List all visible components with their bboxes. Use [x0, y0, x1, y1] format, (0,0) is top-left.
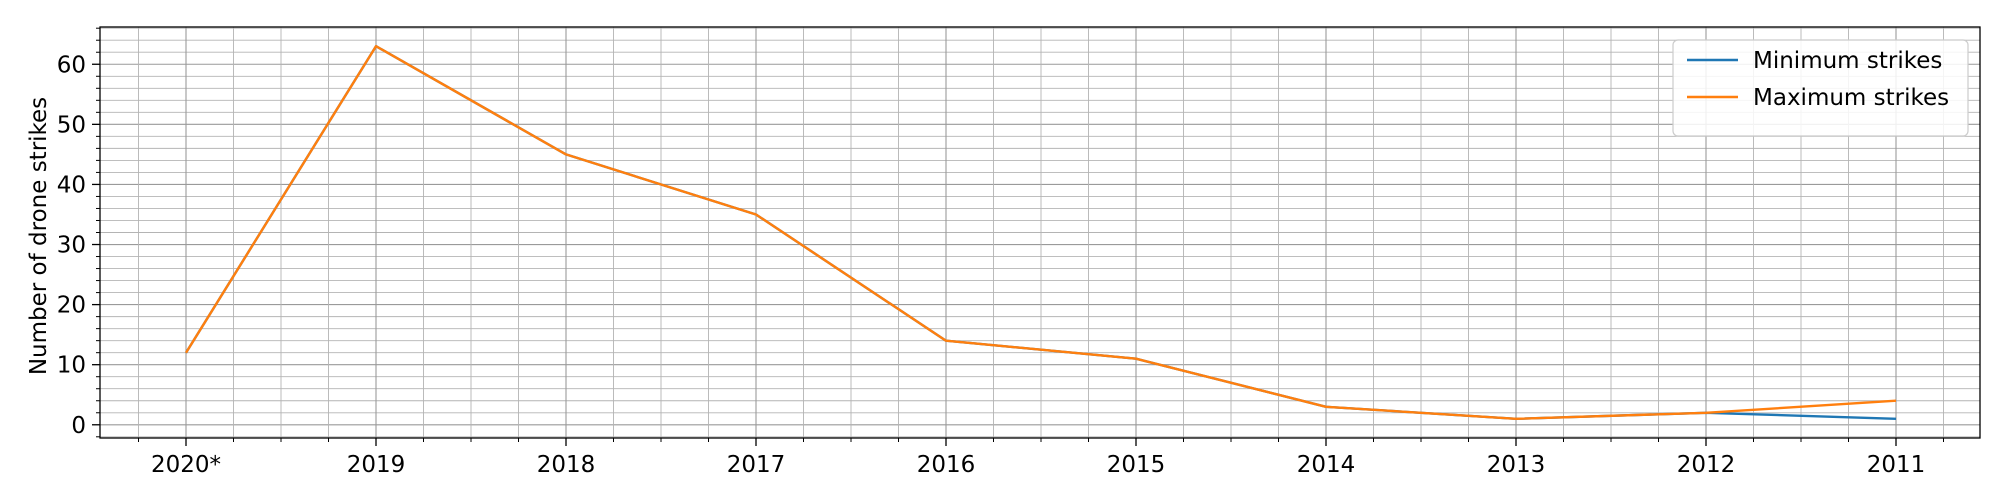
x-tick-label: 2017 [727, 452, 786, 478]
axis-ticks [92, 27, 1944, 446]
x-tick-label: 2015 [1107, 452, 1166, 478]
y-tick-label: 10 [57, 353, 86, 379]
legend-box [1672, 39, 1969, 137]
legend-entry-1: Minimum strikes [1753, 48, 1942, 74]
legend: Minimum strikes Maximum strikes [1672, 39, 1969, 137]
y-axis-label: Number of drone strikes [26, 97, 52, 375]
series-line-2 [184, 45, 1897, 420]
x-tick-label: 2018 [537, 452, 596, 478]
x-tick-label: 2014 [1297, 452, 1356, 478]
x-tick-label: 2016 [917, 452, 976, 478]
x-tick-label: 2013 [1487, 452, 1546, 478]
x-tick-label: 2011 [1867, 452, 1926, 478]
y-tick-label: 50 [57, 112, 86, 138]
y-tick-label: 30 [57, 233, 86, 259]
y-tick-label: 60 [57, 52, 86, 78]
y-tick-label: 40 [57, 172, 86, 198]
x-tick-label: 2012 [1677, 452, 1736, 478]
y-tick-label: 20 [57, 293, 86, 319]
legend-entry-2: Maximum strikes [1753, 85, 1949, 111]
x-tick-label: 2019 [347, 452, 406, 478]
grid [100, 27, 1980, 438]
series-lines [184, 45, 1897, 420]
x-tick-label: 2020* [151, 452, 221, 478]
y-tick-labels: 0 10 20 30 40 50 60 [57, 52, 86, 439]
x-tick-labels: 2020* 2019 2018 2017 2016 2015 2014 2013 2012 201… [151, 452, 1925, 478]
y-tick-label: 0 [71, 413, 86, 439]
